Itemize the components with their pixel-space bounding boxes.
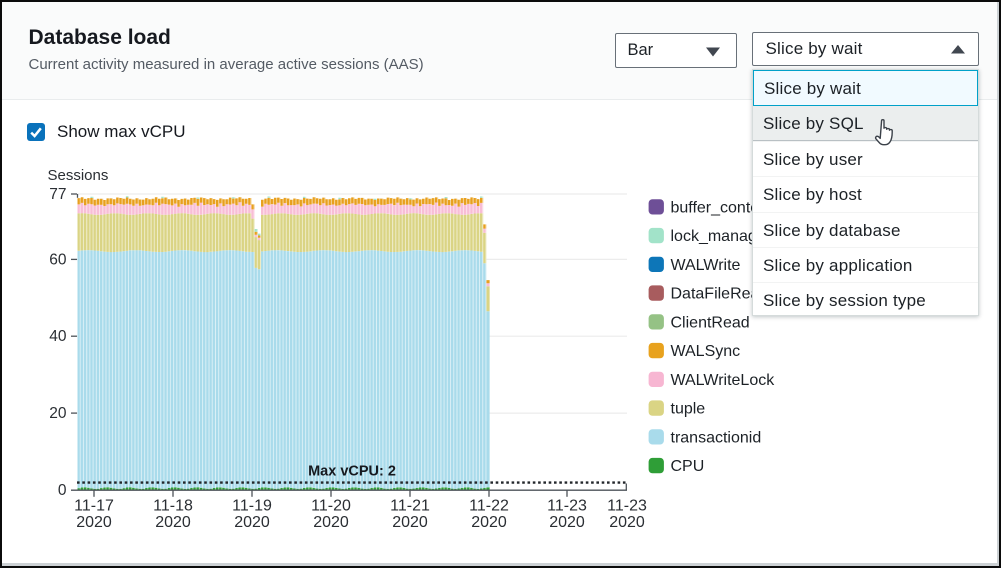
svg-text:11-19: 11-19: [232, 498, 272, 515]
svg-text:11-17: 11-17: [74, 498, 114, 515]
svg-text:60: 60: [49, 251, 67, 268]
svg-text:transactionid: transactionid: [671, 429, 762, 446]
svg-text:WALWriteLock: WALWriteLock: [671, 372, 776, 389]
svg-text:11-20: 11-20: [311, 498, 351, 515]
svg-text:11-22: 11-22: [469, 498, 509, 515]
svg-text:11-21: 11-21: [390, 498, 430, 515]
svg-text:WALSync: WALSync: [671, 343, 741, 360]
svg-text:2020: 2020: [609, 514, 645, 531]
svg-text:lock_manager: lock_manager: [671, 228, 772, 245]
svg-text:77: 77: [49, 186, 66, 203]
svg-text:tuple: tuple: [671, 401, 706, 418]
svg-text:20: 20: [49, 405, 67, 422]
svg-text:11-23: 11-23: [607, 498, 647, 515]
svg-text:40: 40: [49, 328, 67, 345]
svg-text:11-23: 11-23: [547, 498, 587, 515]
svg-text:DataFileRead: DataFileRead: [671, 286, 769, 303]
svg-text:11-18: 11-18: [153, 498, 193, 515]
svg-text:Max vCPU: 2: Max vCPU: 2: [308, 464, 396, 480]
svg-text:2020: 2020: [392, 514, 428, 531]
svg-text:2020: 2020: [76, 514, 112, 531]
svg-text:CPU: CPU: [671, 458, 705, 475]
svg-text:0: 0: [58, 482, 67, 499]
svg-text:2020: 2020: [234, 514, 270, 531]
svg-text:buffer_content: buffer_content: [671, 199, 774, 216]
svg-text:2020: 2020: [471, 514, 507, 531]
svg-text:ClientRead: ClientRead: [671, 314, 750, 331]
svg-text:Sessions: Sessions: [48, 167, 109, 184]
svg-text:2020: 2020: [313, 514, 349, 531]
svg-text:2020: 2020: [155, 514, 191, 531]
svg-text:WALWrite: WALWrite: [671, 257, 741, 274]
svg-text:2020: 2020: [549, 514, 585, 531]
